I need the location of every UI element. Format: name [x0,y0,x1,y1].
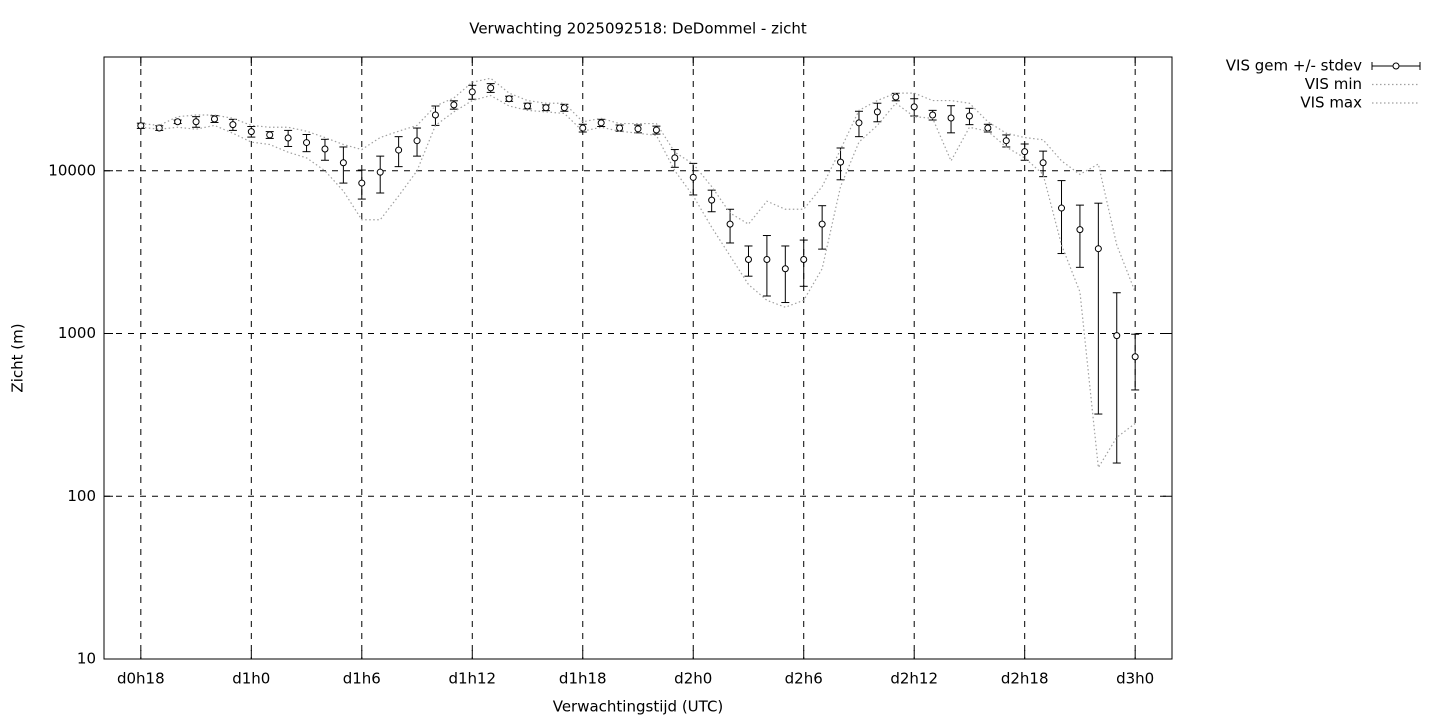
mean-point [910,103,918,111]
legend-swatch [1392,62,1400,70]
y-tick-label: 100 [67,487,96,505]
mean-point [1039,159,1047,167]
mean-point [247,128,255,136]
mean-point [229,121,237,129]
mean-point [818,220,826,228]
mean-point [929,111,937,119]
legend-label: VIS min [1305,75,1362,93]
mean-point [726,220,734,228]
x-tick-label: d2h18 [1001,670,1049,688]
mean-point [1094,245,1102,253]
x-tick-label: d2h0 [674,670,712,688]
mean-point [763,255,771,263]
x-tick-label: d3h0 [1116,670,1154,688]
min-max-line [140,77,1136,293]
plot-frame [103,56,1173,660]
mean-point [671,154,679,162]
mean-point [1076,226,1084,234]
y-tick-label: 10000 [48,161,96,179]
mean-point [873,108,881,116]
mean-point [892,93,900,101]
mean-point [505,95,513,103]
mean-point [1058,204,1066,212]
mean-point [1002,137,1010,145]
mean-point [358,179,366,187]
mean-point [524,102,532,110]
mean-point [542,104,550,112]
mean-point [303,139,311,147]
mean-point [965,112,973,120]
x-tick-label: d2h6 [785,670,823,688]
mean-point [579,124,587,132]
mean-point [781,265,789,273]
mean-point [192,118,200,126]
mean-point [321,145,329,153]
chart-title: Verwachting 2025092518: DeDommel - zicht [469,20,807,38]
legend-label: VIS max [1300,94,1362,112]
mean-point [339,159,347,167]
mean-point [1131,353,1139,361]
x-tick-label: d1h12 [448,670,496,688]
x-tick-label: d2h12 [890,670,938,688]
mean-point [1113,332,1121,340]
mean-point [616,124,624,132]
mean-point [708,196,716,204]
legend-label: VIS gem +/- stdev [1226,57,1362,75]
mean-point [174,118,182,126]
x-axis-label: Verwachtingstijd (UTC) [553,698,724,716]
mean-point [560,104,568,112]
x-tick-label: d1h6 [343,670,381,688]
mean-point [689,173,697,181]
mean-point [800,255,808,263]
y-axis-label: Zicht (m) [9,323,27,392]
mean-point [431,111,439,119]
mean-point [266,131,274,139]
mean-point [984,124,992,132]
mean-point [597,119,605,127]
mean-point [413,137,421,145]
mean-point [376,168,384,176]
mean-point [450,101,458,109]
mean-point [744,255,752,263]
y-tick-label: 1000 [58,324,96,342]
mean-point [652,126,660,134]
x-tick-label: d1h0 [232,670,270,688]
mean-point [634,125,642,133]
x-tick-label: d0h18 [117,670,165,688]
min-max-line [140,94,1136,470]
mean-point [284,134,292,142]
mean-point [395,146,403,154]
y-tick-label: 10 [77,650,96,668]
x-tick-label: d1h18 [559,670,607,688]
mean-point [468,88,476,96]
mean-point [947,114,955,122]
mean-point [155,124,163,132]
mean-point [837,158,845,166]
mean-point [487,84,495,92]
mean-point [210,115,218,123]
mean-point [855,119,863,127]
mean-point [1021,148,1029,156]
